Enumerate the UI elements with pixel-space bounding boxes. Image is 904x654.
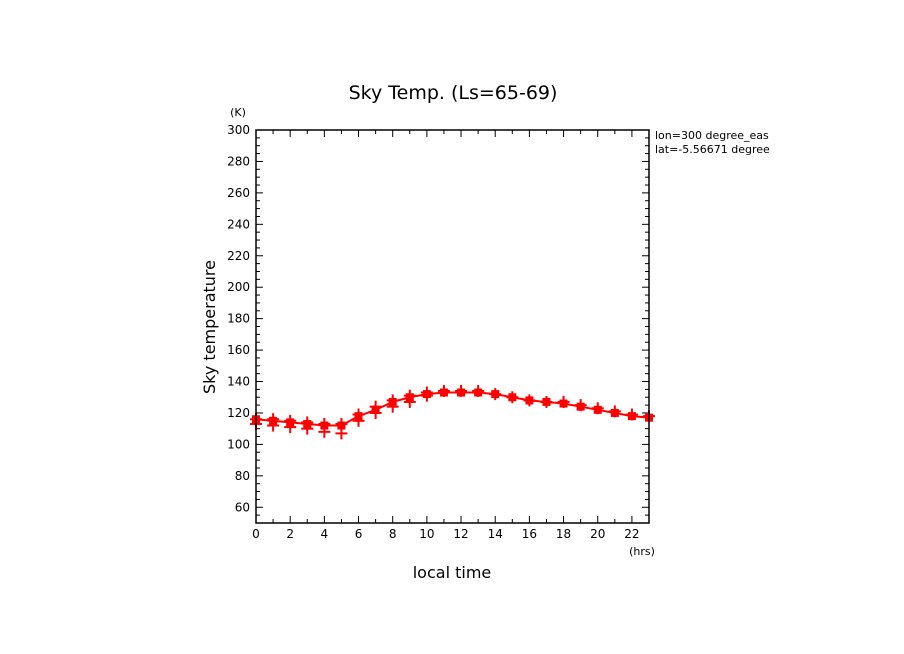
plot-area: [250, 384, 655, 440]
y-tick-label: 260: [227, 186, 250, 200]
x-tick-label: 2: [286, 527, 294, 541]
y-tick-label: 300: [227, 123, 250, 137]
data-point-cross: [301, 422, 314, 435]
y-tick-label: 200: [227, 280, 250, 294]
y-axis-label: Sky temperature: [200, 260, 219, 394]
data-point-cross: [506, 391, 519, 404]
y-tick-label: 120: [227, 406, 250, 420]
annotation-clip: [780, 128, 904, 158]
y-unit: (K): [230, 106, 246, 119]
y-tick-label: 240: [227, 217, 250, 231]
plot-frame: [255, 129, 650, 524]
axes: 0 2 4 6 8 10 12 14 16 18 20 22 60 80 100 120 140 160 180 20…: [227, 123, 650, 541]
x-tick-label: 6: [355, 527, 363, 541]
data-point-cross: [369, 406, 382, 419]
data-point-cross: [437, 384, 450, 397]
data-point-cross: [352, 414, 365, 427]
y-tick-label: 160: [227, 343, 250, 357]
data-point-cross: [455, 384, 468, 397]
y-tick-label: 80: [235, 469, 250, 483]
x-tick-label: 22: [624, 527, 639, 541]
data-point-cross: [625, 408, 638, 421]
data-point-cross: [540, 395, 553, 408]
x-tick-label: 12: [453, 527, 468, 541]
x-tick-label: 20: [590, 527, 605, 541]
data-point-cross: [523, 394, 536, 407]
data-point-cross: [574, 399, 587, 412]
y-tick-label: 180: [227, 312, 250, 326]
y-tick-label: 100: [227, 437, 250, 451]
chart-title: Sky Temp. (Ls=65-69): [349, 82, 558, 104]
x-tick-label: 0: [252, 527, 260, 541]
x-tick-label: 4: [321, 527, 329, 541]
x-tick-label: 10: [419, 527, 434, 541]
x-tick-label: 16: [522, 527, 537, 541]
data-point-cross: [284, 421, 297, 434]
data-point-cross: [267, 419, 280, 432]
annotation-lat: lat=-5.56671 degree: [655, 143, 770, 156]
data-point-cross: [318, 425, 331, 438]
x-tick-label: 14: [488, 527, 503, 541]
data-point-cross: [557, 395, 570, 408]
y-tick-label: 280: [227, 154, 250, 168]
data-point-cross: [489, 388, 502, 401]
x-axis-label: local time: [413, 563, 492, 582]
y-tick-label: 140: [227, 375, 250, 389]
data-point-cross: [472, 384, 485, 397]
x-unit: (hrs): [629, 545, 655, 558]
data-point-cross: [591, 402, 604, 415]
data-point-cross: [420, 389, 433, 402]
data-point-cross: [403, 395, 416, 408]
y-tick-label: 220: [227, 249, 250, 263]
x-tick-label: 8: [389, 527, 397, 541]
series-line: [255, 391, 650, 427]
x-tick-label: 18: [556, 527, 571, 541]
annotation-lon: lon=300 degree_eas: [655, 129, 769, 142]
y-tick-label: 60: [235, 500, 250, 514]
data-point-cross: [386, 400, 399, 413]
data-point-cross: [608, 405, 621, 418]
data-point-cross: [335, 427, 348, 440]
